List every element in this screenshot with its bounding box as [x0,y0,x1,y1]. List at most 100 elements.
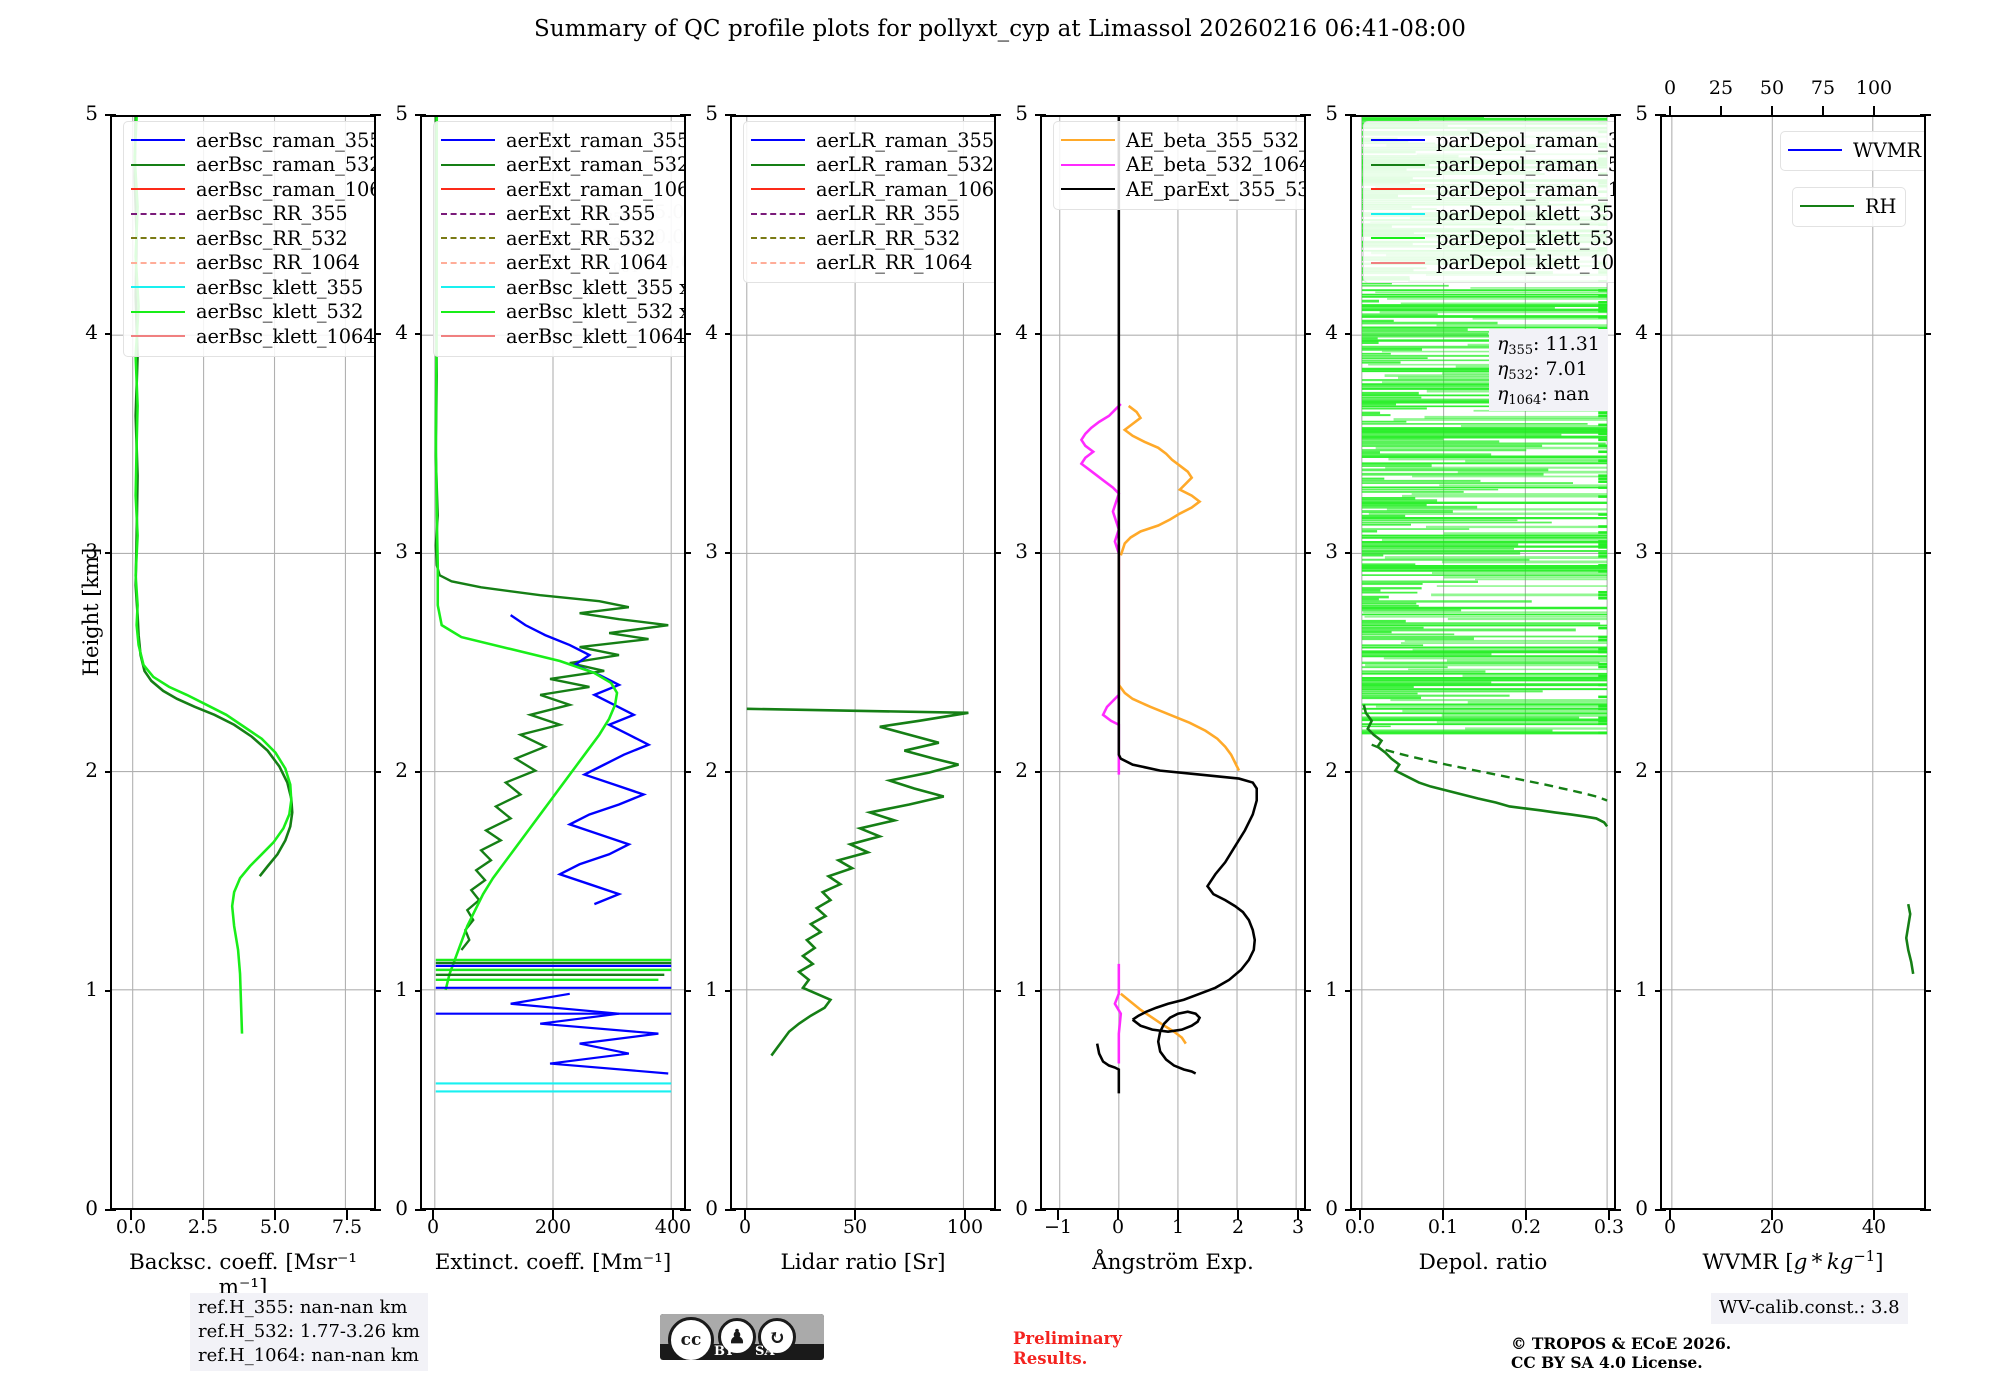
legend-item[interactable]: aerBsc_klett_532 [131,300,374,325]
x-tick-mark [1442,1210,1445,1220]
legend-item[interactable]: aerLR_raman_1064 [751,177,994,202]
x-tick-label: 40 [1861,1216,1887,1238]
legend-line-swatch [441,139,495,142]
legend-item[interactable]: aerExt_RR_1064 [441,251,684,276]
legend-line-swatch [441,261,495,264]
x-tick-mark [1297,1210,1300,1220]
x-tick-mark [202,1210,205,1220]
y-tick-mark [1345,1209,1356,1212]
legend-item[interactable]: aerBsc_RR_1064 [131,251,374,276]
x-tick-mark [432,1210,435,1220]
y-tick-label: 5 [395,101,408,125]
y-tick-label: 0 [1635,1196,1648,1220]
legend-line-swatch [1061,139,1115,142]
legend-label: AE_parExt_355_532_Raman [1126,177,1304,201]
legend-item[interactable]: parDepol_klett_1064 [1371,251,1614,276]
legend-item[interactable]: aerExt_RR_355 [441,202,684,227]
x-tick-label: 0 [1663,1216,1677,1238]
legend-label: aerExt_raman_1064 [506,177,686,201]
legend-item[interactable]: aerLR_RR_355 [751,202,994,227]
y-tick-label: 4 [85,320,98,344]
wv-calib-note: WV-calib.const.: 3.8 [1711,1293,1908,1324]
legend-line-swatch [1800,205,1854,208]
y-tick-label: 0 [705,1196,718,1220]
legend-item[interactable]: aerBsc_klett_355 x LR [441,275,684,300]
legend-item[interactable]: aerLR_RR_1064 [751,251,994,276]
legend-item[interactable]: parDepol_klett_532 [1371,226,1614,251]
y-tick-label: 1 [395,977,408,1001]
x-tick-mark [672,1210,675,1220]
rh-tick-label: 0 [1663,77,1677,99]
x-tick-label: 0.2 [1510,1216,1542,1238]
rh-tick-mark [1822,106,1825,116]
legend-label: parDepol_klett_355 [1436,202,1616,226]
legend-depolarization: parDepol_raman_355parDepol_raman_532parD… [1363,121,1616,283]
panel-backscatter: aerBsc_raman_355 aerBsc_raman_532 aerBsc_r… [110,115,376,1210]
panel-lidar-ratio: aerLR_raman_355 aerLR_raman_532 aerLR_rama… [730,115,996,1210]
legend-label: aerBsc_klett_532 x LR [506,300,684,324]
y-tick-label: 1 [1015,977,1028,1001]
legend-item[interactable]: aerBsc_raman_1064 [131,177,374,202]
legend-item[interactable]: aerBsc_raman_355 [131,128,376,153]
legend-item[interactable]: WVMR [1788,138,1921,163]
legend-item[interactable]: aerBsc_raman_532 [131,153,376,178]
rh-tick-label: 100 [1855,77,1893,99]
panel-wvmr: WVMR RH Rel.Humidity [%] [1660,115,1926,1210]
xlabel-extinction: Extinct. coeff. [Mm⁻¹] [434,1250,672,1275]
x-tick-label: 0.0 [115,1216,147,1238]
x-tick-label: 2.5 [187,1216,219,1238]
legend-item[interactable]: aerLR_raman_532 [751,153,994,178]
y-tick-label: 5 [1635,101,1648,125]
ref-height-line: ref.H_355: nan-nan km [198,1297,408,1318]
legend-wvmr: WVMR [1780,131,1924,171]
x-tick-mark [1669,1210,1672,1220]
legend-item[interactable]: aerBsc_klett_532 x LR [441,300,684,325]
legend-item[interactable]: parDepol_raman_532 [1371,153,1614,178]
legend-item[interactable]: aerBsc_klett_355 [131,275,374,300]
legend-lidar-ratio: aerLR_raman_355 aerLR_raman_532 aerLR_rama… [743,121,994,283]
legend-label: parDepol_raman_1064 [1436,177,1614,201]
legend-item[interactable]: AE_parExt_355_532_Raman [1061,177,1304,202]
lidar-ratio-plot [732,117,994,1208]
legend-line-swatch [1061,163,1115,166]
x-tick-label: 20 [1759,1216,1785,1238]
legend-label: parDepol_raman_532 [1436,153,1614,177]
legend-item[interactable]: parDepol_klett_355 [1371,202,1616,227]
legend-item[interactable]: aerBsc_klett_1064 [131,324,374,349]
legend-item[interactable]: aerLR_RR_532 [751,226,994,251]
y-tick-mark [1035,1209,1046,1212]
legend-item[interactable]: aerExt_raman_532 [441,153,684,178]
x-tick-mark [1117,1210,1120,1220]
x-tick-mark [1057,1210,1060,1220]
legend-line-swatch [441,237,495,240]
legend-label: aerBsc_RR_1064 [196,251,360,275]
x-tick-label: 100 [946,1216,984,1238]
y-tick-label: 2 [705,758,718,782]
legend-label: aerLR_RR_1064 [816,251,973,275]
legend-item[interactable]: aerBsc_RR_355 [131,202,374,227]
legend-item[interactable]: aerBsc_klett_1064 x LR [441,324,684,349]
legend-item[interactable]: aerExt_raman_355 [441,128,684,153]
legend-item[interactable]: aerExt_raman_1064 [441,177,686,202]
preliminary-line-1: Preliminary [1013,1329,1122,1348]
legend-label: aerBsc_raman_532 [196,153,376,177]
y-tick-label: 3 [1635,539,1648,563]
legend-label: aerBsc_raman_355 [196,128,376,152]
y-tick-label: 4 [1015,320,1028,344]
ref-height-line: ref.H_532: 1.77-3.26 km [198,1320,420,1342]
legend-item[interactable]: AE_beta_355_532_Raman [1061,128,1304,153]
cc-by-sa-badge-icon[interactable]: cc ♟ ↻ BY SA [660,1314,824,1360]
y-tick-mark-right [680,1209,691,1212]
x-tick-mark [346,1210,349,1220]
legend-line-swatch [441,163,495,166]
x-tick-label: 2 [1231,1216,1245,1238]
legend-item[interactable]: AE_beta_532_1064_Raman [1061,153,1304,178]
angstrom-plot [1042,117,1304,1208]
x-tick-mark [130,1210,133,1220]
legend-item[interactable]: RH [1800,194,1896,219]
legend-item[interactable]: aerExt_RR_532 [441,226,684,251]
legend-item[interactable]: aerBsc_RR_532 [131,226,374,251]
legend-item[interactable]: parDepol_raman_355 [1371,128,1614,153]
legend-item[interactable]: aerLR_raman_355 [751,128,994,153]
legend-item[interactable]: parDepol_raman_1064 [1371,177,1614,202]
